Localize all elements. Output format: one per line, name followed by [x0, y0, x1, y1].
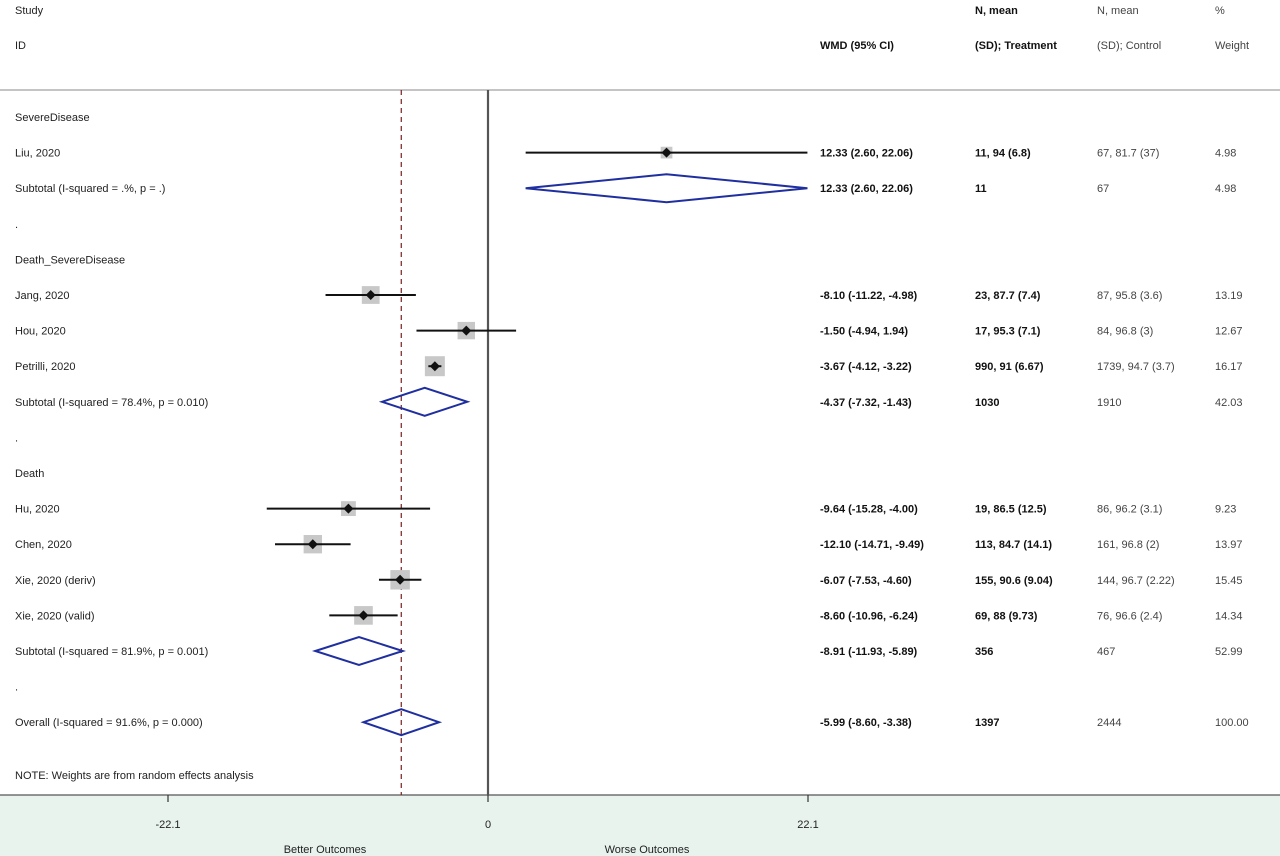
x-tick-label: 0 [485, 819, 491, 831]
subtotal-label: Subtotal (I-squared = 81.9%, p = 0.001) [15, 646, 208, 658]
weight-value: 52.99 [1215, 646, 1243, 658]
weight-value: 9.23 [1215, 504, 1236, 516]
ci-text: -8.91 (-11.93, -5.89) [820, 646, 918, 658]
x-tick-label: 22.1 [797, 819, 818, 831]
weight-value: 15.45 [1215, 575, 1243, 587]
group-label: Death_SevereDisease [15, 254, 125, 266]
axis-layer: -22.1 0 22.1 [155, 795, 819, 831]
subtotal-label: Subtotal (I-squared = 78.4%, p = 0.010) [15, 397, 208, 409]
weight-value: 13.97 [1215, 539, 1243, 551]
ci-text: -8.60 (-10.96, -6.24) [820, 610, 918, 622]
spacer-label: . [15, 432, 18, 444]
header-weight-line2: Weight [1215, 40, 1249, 52]
treatment-value: 23, 87.7 (7.4) [975, 290, 1041, 302]
treatment-value: 69, 88 (9.73) [975, 610, 1038, 622]
ci-text: -3.67 (-4.12, -3.22) [820, 361, 912, 373]
overall-diamond [360, 708, 443, 737]
point-estimate [365, 290, 376, 300]
treatment-value: 11, 94 (6.8) [975, 148, 1031, 160]
header-study: Study [15, 5, 44, 17]
ci-text: 12.33 (2.60, 22.06) [820, 183, 913, 195]
weight-value: 4.98 [1215, 148, 1236, 160]
control-value: 144, 96.7 (2.22) [1097, 575, 1175, 587]
control-value: 1910 [1097, 397, 1121, 409]
control-value: 87, 95.8 (3.6) [1097, 290, 1162, 302]
better-outcomes-label: Better Outcomes [284, 844, 367, 856]
control-value: 86, 96.2 (3.1) [1097, 504, 1162, 516]
rows-layer: SevereDisease Liu, 2020 12.33 (2.60, 22.06… [15, 112, 1249, 729]
study-label: Liu, 2020 [15, 148, 60, 160]
weight-value: 16.17 [1215, 361, 1243, 373]
weight-value: 14.34 [1215, 610, 1243, 622]
ci-text: -6.07 (-7.53, -4.60) [820, 575, 912, 587]
marks-layer [266, 90, 808, 795]
weight-value: 4.98 [1215, 183, 1236, 195]
point-estimate [429, 361, 440, 372]
subtotal-label: Subtotal (I-squared = .%, p = .) [15, 183, 165, 195]
point-estimate [661, 147, 672, 158]
treatment-value: 17, 95.3 (7.1) [975, 326, 1041, 338]
study-label: Xie, 2020 (valid) [15, 610, 95, 622]
header-treatment-line1: N, mean [975, 5, 1018, 17]
subtotal-diamond [525, 173, 808, 204]
point-estimate [307, 539, 318, 550]
control-value: 84, 96.8 (3) [1097, 326, 1153, 338]
subtotal-diamond [311, 635, 406, 667]
study-label: Petrilli, 2020 [15, 361, 76, 373]
treatment-value: 11 [975, 183, 987, 195]
weight-value: 42.03 [1215, 397, 1243, 409]
worse-outcomes-label: Worse Outcomes [605, 844, 690, 856]
header-treatment-line2: (SD); Treatment [975, 40, 1057, 52]
weights-note: NOTE: Weights are from random effects an… [15, 770, 254, 782]
axis-panel [0, 795, 1280, 856]
spacer-label: . [15, 219, 18, 231]
header-wmd: WMD (95% CI) [820, 40, 894, 52]
control-value: 67, 81.7 (37) [1097, 148, 1159, 160]
treatment-value: 1397 [975, 717, 999, 729]
treatment-value: 19, 86.5 (12.5) [975, 504, 1047, 516]
ci-text: -8.10 (-11.22, -4.98) [820, 290, 918, 302]
study-label: Chen, 2020 [15, 539, 72, 551]
study-label: Xie, 2020 (deriv) [15, 575, 96, 587]
control-value: 67 [1097, 183, 1109, 195]
header-id: ID [15, 40, 26, 52]
header-control-line1: N, mean [1097, 5, 1139, 17]
ci-text: -9.64 (-15.28, -4.00) [820, 504, 918, 516]
control-value: 1739, 94.7 (3.7) [1097, 361, 1175, 373]
treatment-value: 155, 90.6 (9.04) [975, 575, 1053, 587]
x-tick-label: -22.1 [155, 819, 180, 831]
weight-value: 13.19 [1215, 290, 1243, 302]
point-estimate [395, 574, 406, 585]
study-label: Hou, 2020 [15, 326, 66, 338]
point-estimate [461, 325, 472, 336]
control-value: 467 [1097, 646, 1115, 658]
overall-label: Overall (I-squared = 91.6%, p = 0.000) [15, 717, 203, 729]
control-value: 161, 96.8 (2) [1097, 539, 1159, 551]
ci-text: 12.33 (2.60, 22.06) [820, 148, 913, 160]
group-label: Death [15, 468, 44, 480]
control-value: 2444 [1097, 717, 1121, 729]
weight-value: 12.67 [1215, 326, 1243, 338]
group-label: SevereDisease [15, 112, 90, 124]
ci-text: -4.37 (-7.32, -1.43) [820, 397, 912, 409]
ci-text: -1.50 (-4.94, 1.94) [820, 326, 908, 338]
spacer-label: . [15, 682, 18, 694]
point-estimate [358, 610, 369, 621]
ci-text: -12.10 (-14.71, -9.49) [820, 539, 924, 551]
control-value: 76, 96.6 (2.4) [1097, 610, 1162, 622]
header-control-line2: (SD); Control [1097, 40, 1161, 52]
weight-value: 100.00 [1215, 717, 1249, 729]
point-estimate [343, 503, 354, 514]
treatment-value: 990, 91 (6.67) [975, 361, 1044, 373]
ci-text: -5.99 (-8.60, -3.38) [820, 717, 912, 729]
study-label: Hu, 2020 [15, 504, 60, 516]
subtotal-diamond [378, 386, 471, 417]
study-label: Jang, 2020 [15, 290, 69, 302]
treatment-value: 1030 [975, 397, 999, 409]
treatment-value: 113, 84.7 (14.1) [975, 539, 1052, 551]
header-weight-line1: % [1215, 5, 1225, 17]
treatment-value: 356 [975, 646, 993, 658]
